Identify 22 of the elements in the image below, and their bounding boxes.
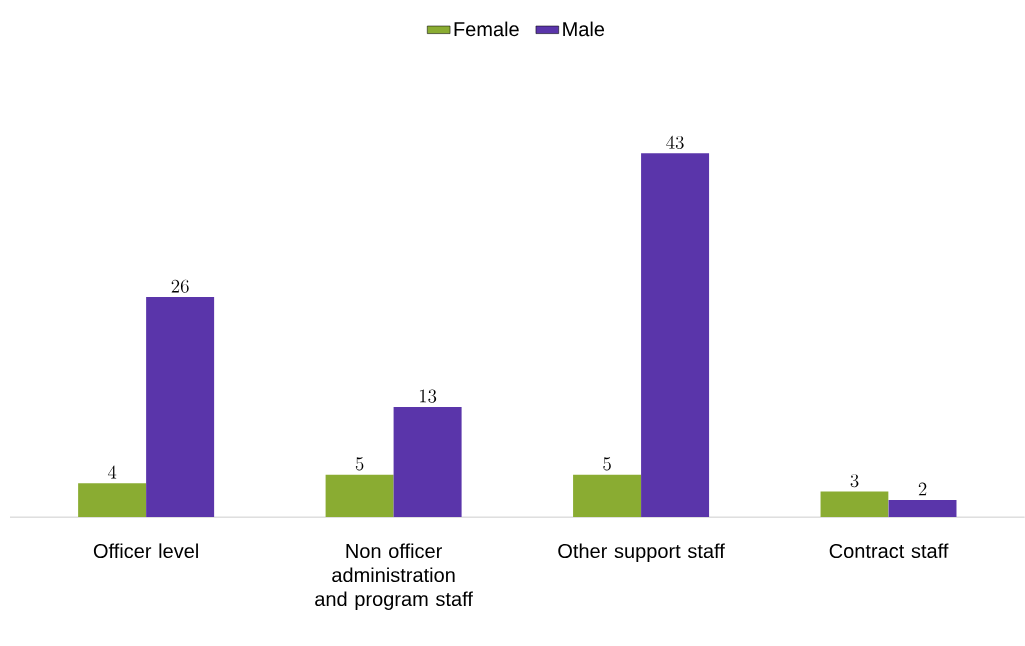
x-tick-label: Other support staff xyxy=(558,543,725,563)
data-label: 5 xyxy=(355,457,364,471)
data-label: 3 xyxy=(850,474,859,488)
bar xyxy=(573,474,642,517)
bar xyxy=(641,153,710,517)
bar xyxy=(393,407,462,517)
data-label: 43 xyxy=(666,135,684,150)
data-label: 2 xyxy=(918,482,927,496)
x-tick-label: Non officer administration and program staff xyxy=(315,543,473,611)
bar xyxy=(78,483,147,517)
bar xyxy=(146,297,215,517)
bar xyxy=(888,500,957,517)
data-label: 13 xyxy=(419,389,437,403)
data-label: 5 xyxy=(603,457,611,471)
bar xyxy=(820,491,889,517)
legend-label: Female xyxy=(454,21,519,37)
x-tick-label: Officer level xyxy=(93,543,198,559)
bar xyxy=(325,474,394,517)
data-label: 26 xyxy=(171,279,189,293)
x-tick-label: Contract staff xyxy=(829,543,949,559)
legend-label: Male xyxy=(563,21,605,37)
data-label: 4 xyxy=(107,465,117,479)
